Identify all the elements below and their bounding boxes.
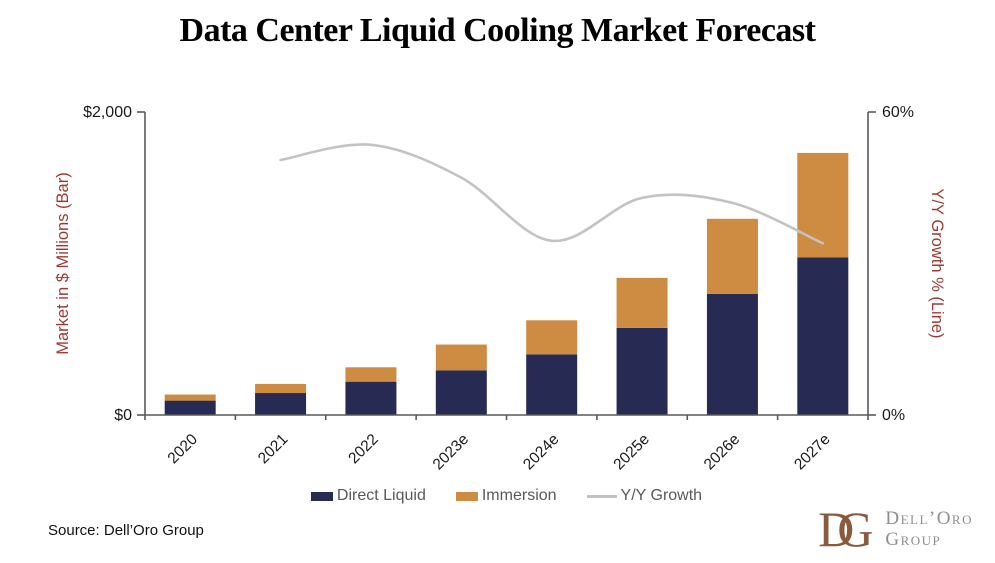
bar-segment-immersion-2023e — [435, 344, 487, 371]
x-axis-label-2023e: 2023e — [430, 431, 473, 474]
direct-liquid-swatch-icon — [310, 491, 333, 501]
right-axis-title: Y/Y Growth % (Line) — [928, 188, 946, 338]
bar-segment-direct-liquid-2022 — [345, 381, 397, 415]
legend-label: Immersion — [481, 487, 557, 504]
legend-label: Direct Liquid — [336, 487, 426, 504]
x-axis-label-2020: 2020 — [165, 431, 202, 468]
x-axis-label-2025e: 2025e — [610, 431, 653, 474]
growth-line-swatch-icon — [586, 494, 617, 498]
bar-segment-direct-liquid-2026e — [706, 293, 758, 415]
left-axis-title: Market in $ Millions (Bar) — [54, 172, 72, 354]
bar-segment-direct-liquid-2025e — [616, 327, 668, 415]
logo-line2: Group — [885, 529, 942, 550]
delloro-logo: DG Dell’Oro Group — [818, 501, 973, 557]
bar-segment-immersion-2025e — [616, 277, 668, 328]
x-axis-label-2021: 2021 — [255, 431, 291, 467]
immersion-swatch-icon — [455, 491, 478, 501]
bar-segment-direct-liquid-2021 — [255, 393, 307, 415]
bar-segment-direct-liquid-2023e — [435, 370, 487, 415]
legend-item-direct-liquid: Direct Liquid — [310, 487, 426, 505]
source-note: Source: Dell’Oro Group — [48, 522, 204, 539]
right-axis-min-label: 0% — [882, 407, 905, 424]
left-axis-max-label: $2,000 — [83, 104, 132, 121]
bar-segment-immersion-2022 — [345, 367, 397, 382]
bar-segment-immersion-2026e — [706, 218, 758, 294]
x-axis-label-2026e: 2026e — [701, 431, 744, 474]
chart-title: Data Center Liquid Cooling Market Foreca… — [179, 12, 816, 49]
delloro-monogram-icon: DG — [818, 501, 874, 557]
legend-label: Y/Y Growth — [620, 487, 703, 504]
bar-segment-immersion-2020 — [164, 394, 216, 401]
bar-segment-direct-liquid-2020 — [164, 400, 216, 415]
right-axis-max-label: 60% — [882, 104, 914, 121]
bar-segment-direct-liquid-2024e — [526, 354, 578, 415]
bar-segment-immersion-2024e — [526, 320, 578, 355]
left-axis-min-label: $0 — [114, 407, 132, 424]
x-axis-label-2027e: 2027e — [791, 431, 834, 474]
bar-segment-immersion-2021 — [255, 383, 307, 394]
legend-item-yy-growth: Y/Y Growth — [586, 487, 703, 505]
bar-segment-direct-liquid-2027e — [797, 257, 849, 415]
logo-line1: Dell’Oro — [885, 508, 973, 529]
legend-item-immersion: Immersion — [455, 487, 557, 505]
delloro-logo-text: Dell’Oro Group — [885, 508, 973, 550]
x-axis-label-2022: 2022 — [345, 431, 381, 467]
legend: Direct Liquid Immersion Y/Y Growth — [145, 487, 868, 505]
yy-growth-line — [279, 143, 825, 245]
bar-segment-immersion-2027e — [797, 152, 849, 258]
x-axis-label-2024e: 2024e — [520, 431, 563, 474]
